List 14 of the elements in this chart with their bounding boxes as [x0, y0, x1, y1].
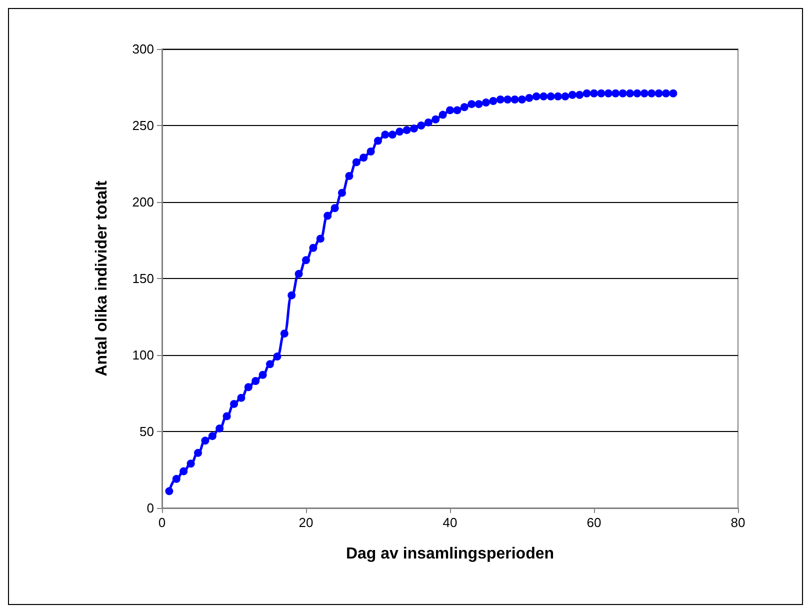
- y-axis-title: Antal olika individer totalt: [94, 180, 110, 376]
- y-tick-label: 200: [132, 194, 154, 210]
- y-tick-label: 300: [132, 42, 154, 56]
- y-tick-label: 0: [146, 500, 154, 516]
- y-tick-label: 150: [132, 271, 154, 286]
- y-tick-label: 250: [132, 118, 154, 133]
- x-tick-label: 40: [442, 515, 458, 530]
- y-tick-label: 100: [132, 348, 154, 362]
- x-axis-title: Dag av insamlingsperioden: [346, 546, 554, 562]
- x-tick-label: 80: [730, 515, 746, 530]
- y-tick-label: 50: [140, 424, 154, 439]
- x-tick-label: 60: [586, 515, 602, 530]
- x-tick-label: 0: [158, 515, 166, 530]
- x-tick-label: 20: [298, 515, 314, 530]
